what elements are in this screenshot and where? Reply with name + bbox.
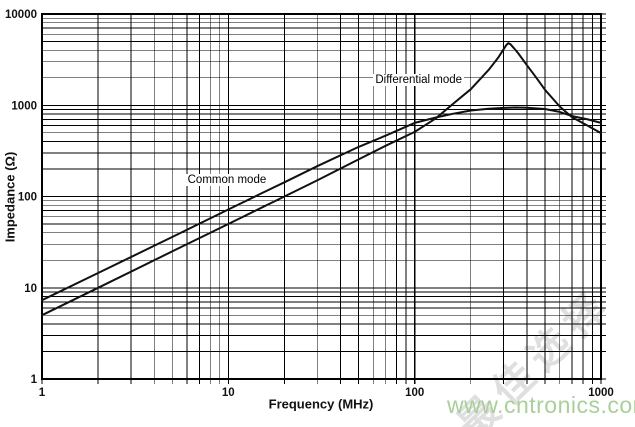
x-tick-label: 10	[222, 387, 235, 399]
curve-common-mode	[41, 106, 602, 302]
x-tick-label: 1	[39, 387, 46, 399]
watermark-url: www.cntronics.com	[447, 392, 635, 418]
y-tick-label: 100	[18, 192, 37, 204]
plot-frame	[41, 13, 602, 380]
y-axis-title: Impedance (Ω)	[2, 151, 18, 243]
x-axis-title: Frequency (MHz)	[268, 396, 374, 412]
grid	[41, 13, 606, 384]
x-tick-label: 100	[405, 387, 424, 399]
x-tick-label: 1000	[588, 387, 614, 399]
y-tick-label: 10000	[5, 9, 37, 21]
annotation-common-mode: Common mode	[185, 174, 269, 187]
annotation-differential-mode: Differential mode	[373, 73, 465, 86]
curve-differential-mode	[41, 42, 602, 317]
y-tick-label: 1	[31, 374, 38, 386]
y-tick-label: 10	[24, 283, 37, 295]
y-tick-label: 1000	[11, 100, 37, 112]
